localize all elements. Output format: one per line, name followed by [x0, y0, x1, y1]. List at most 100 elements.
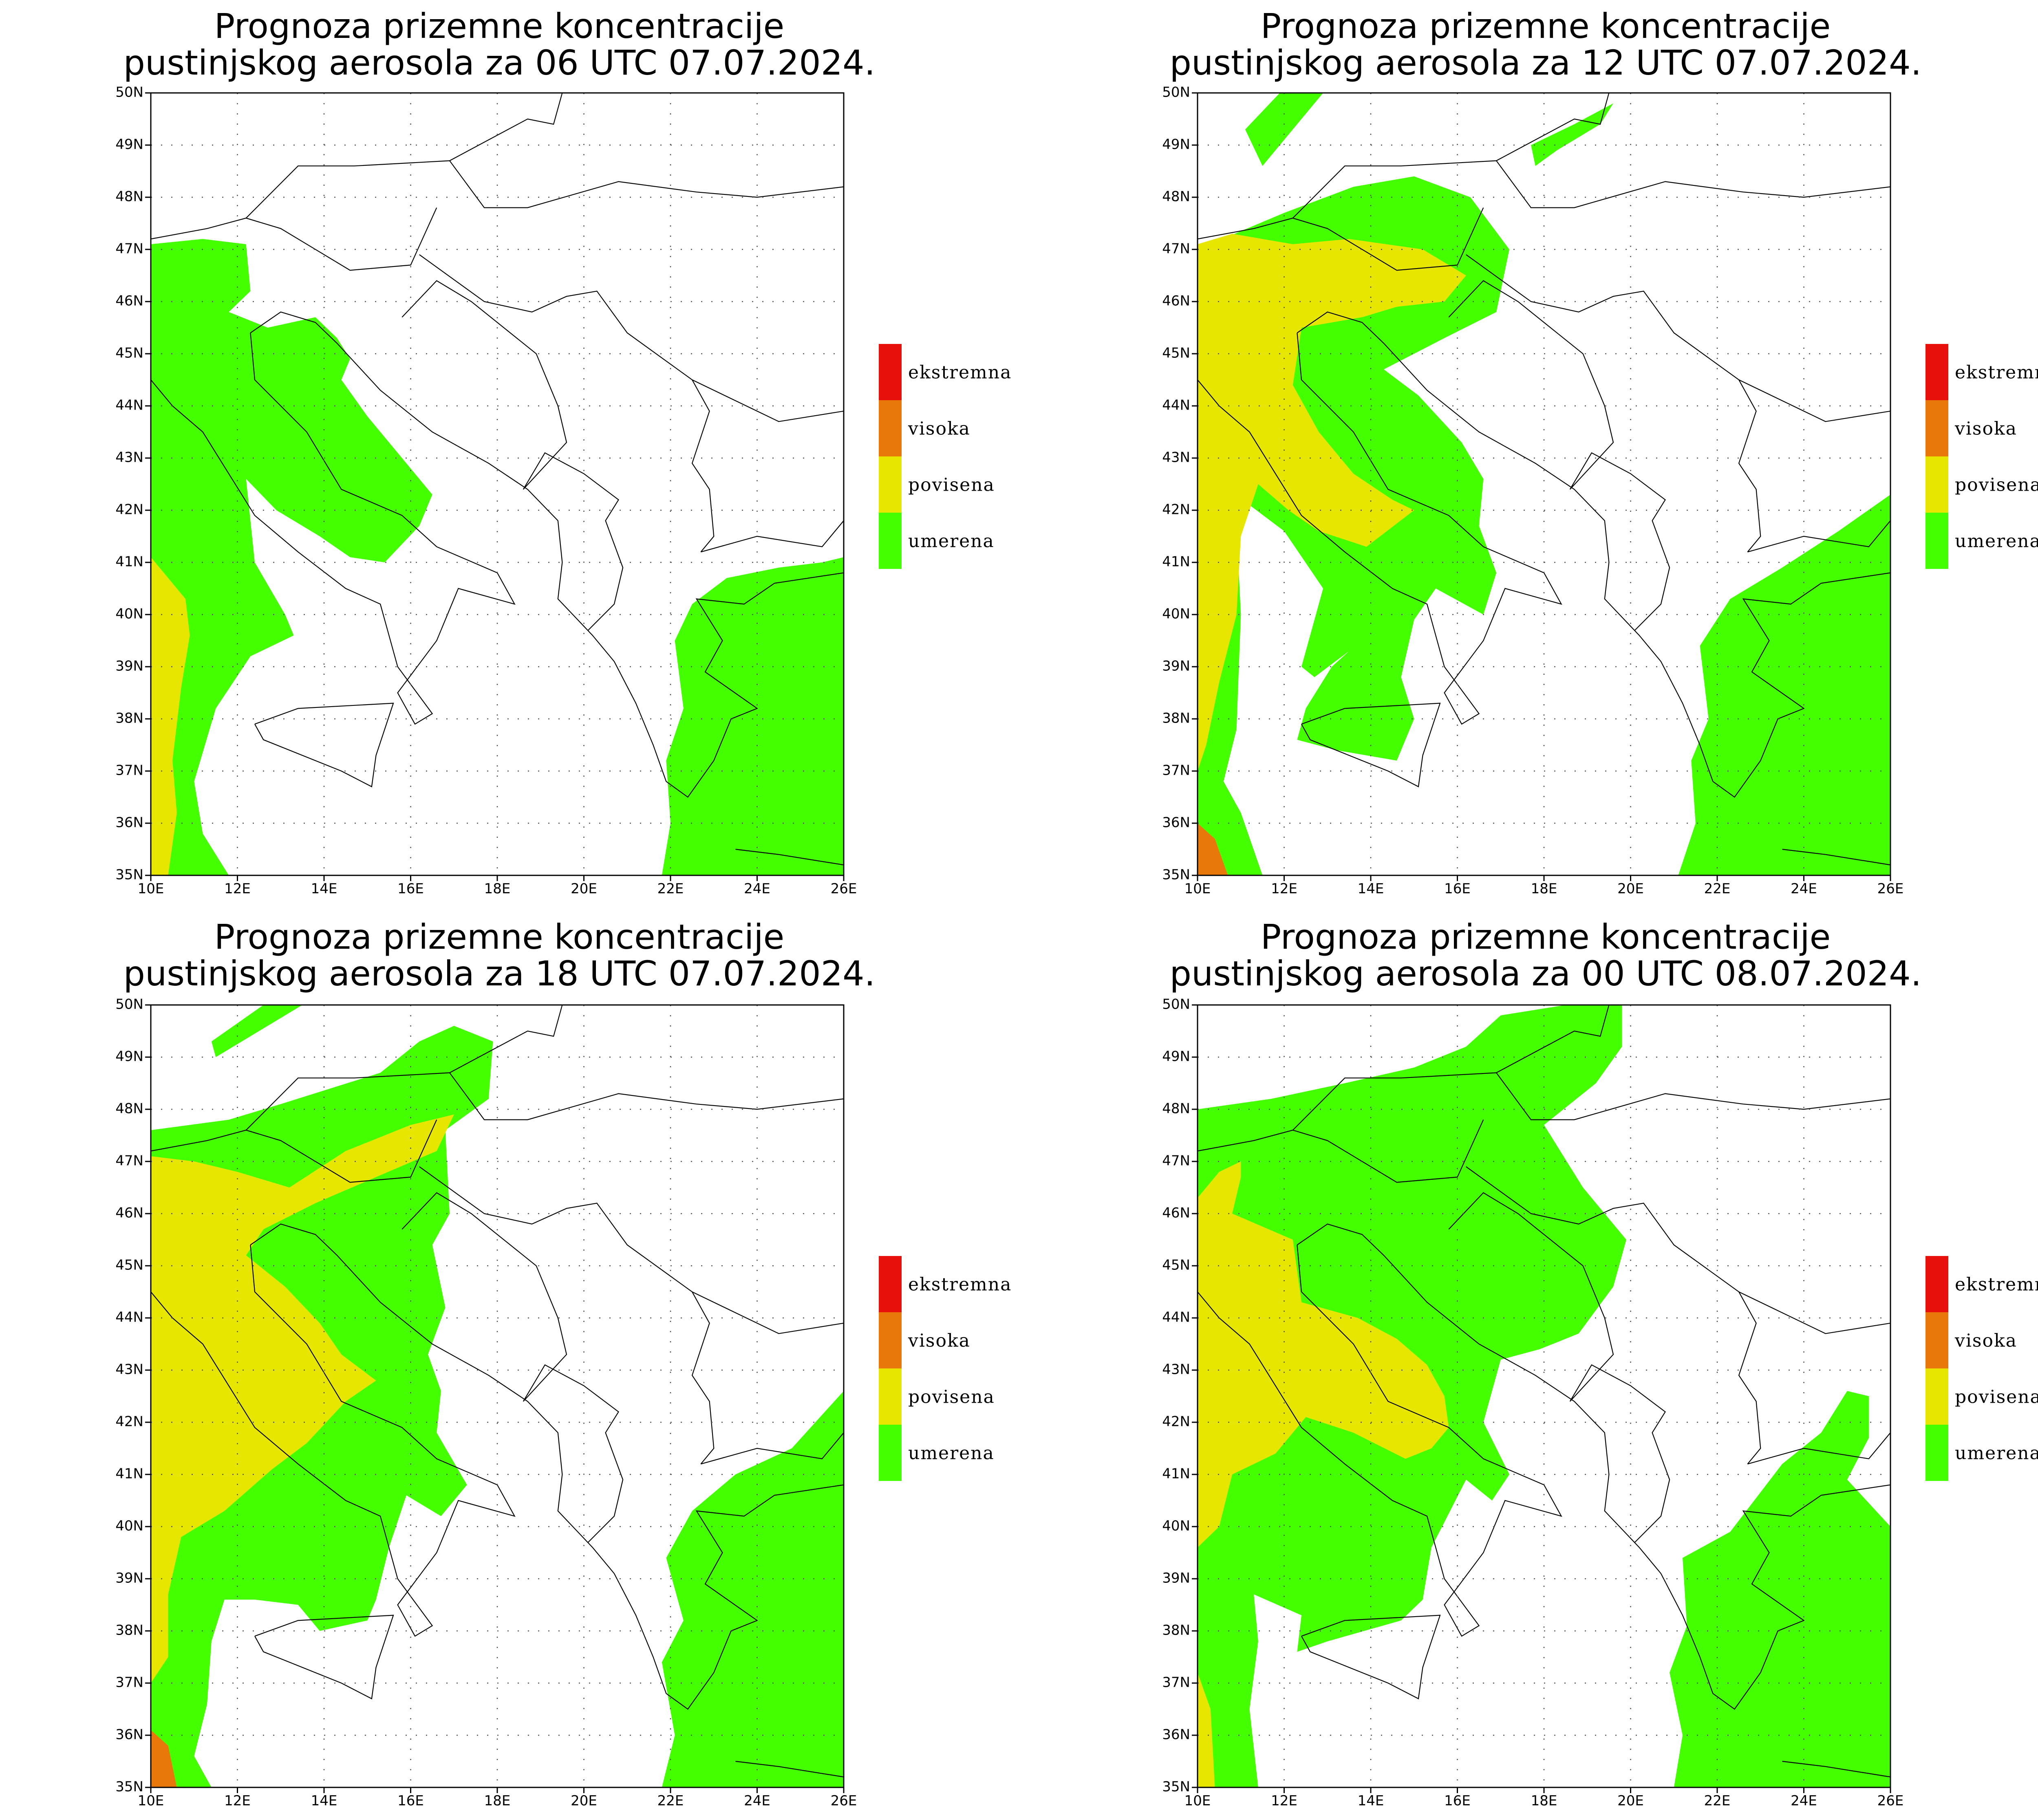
lat-tick-label: 40N: [1162, 1518, 1190, 1534]
lat-tick-label: 50N: [115, 84, 143, 101]
lat-tick-label: 39N: [115, 658, 143, 674]
lat-tick-label: 43N: [115, 449, 143, 466]
lat-tick-label: 39N: [1162, 658, 1190, 674]
map-plot-area: [151, 93, 844, 875]
legend-label: umerena: [908, 1443, 995, 1464]
lon-tick-label: 12E: [1271, 1793, 1297, 1809]
lat-tick-label: 37N: [1162, 1675, 1190, 1691]
lat-tick-label: 46N: [1162, 293, 1190, 309]
lon-tick-label: 22E: [1704, 1793, 1731, 1809]
forecast-map-panel: Prognoza prizemne koncentracijepustinjsk…: [115, 6, 1011, 897]
lon-tick-label: 12E: [224, 1793, 251, 1809]
map-title-line1: Prognoza prizemne koncentracije: [1261, 6, 1831, 46]
legend-swatch: [879, 513, 902, 569]
border-line: [1198, 333, 1562, 725]
border-line: [1496, 1072, 1890, 1120]
lon-tick-label: 20E: [1617, 1793, 1644, 1809]
legend-swatch: [1926, 513, 1948, 569]
map-title-line1: Prognoza prizemne koncentracije: [214, 917, 785, 957]
legend-swatch: [879, 1368, 902, 1425]
lat-tick-label: 39N: [115, 1570, 143, 1586]
map-title-line1: Prognoza prizemne koncentracije: [214, 6, 785, 46]
lat-tick-label: 42N: [1162, 1414, 1190, 1430]
legend: ekstremna visoka povisena umerena: [879, 1256, 1012, 1481]
lon-tick-label: 22E: [657, 1793, 684, 1809]
lon-tick-label: 24E: [1791, 881, 1817, 897]
lat-tick-label: 44N: [1162, 1309, 1190, 1326]
border-line: [419, 254, 715, 553]
lat-tick-label: 49N: [1162, 137, 1190, 153]
aerosol-area: [151, 1114, 454, 1683]
border-line: [449, 160, 844, 208]
border-line: [250, 311, 844, 798]
lon-tick-label: 26E: [831, 881, 857, 897]
lat-tick-label: 38N: [1162, 1622, 1190, 1639]
legend-label: ekstremna: [1955, 362, 2038, 383]
aerosol-area: [1198, 823, 1228, 875]
border-line: [735, 1761, 844, 1778]
lon-tick-label: 20E: [1617, 881, 1644, 897]
border-line: [1198, 207, 1484, 271]
legend-swatch: [1926, 1425, 1948, 1481]
border-line: [1301, 703, 1441, 788]
lat-tick-label: 50N: [1162, 996, 1190, 1013]
legend-label: umerena: [1955, 531, 2038, 552]
legend-swatch: [879, 1425, 902, 1481]
border-line: [1782, 848, 1890, 866]
lat-tick-label: 40N: [115, 1518, 143, 1534]
lat-tick-label: 42N: [115, 1414, 143, 1430]
lat-tick-label: 40N: [1162, 606, 1190, 622]
lon-tick-label: 24E: [744, 1793, 770, 1809]
lon-tick-label: 22E: [1704, 881, 1731, 897]
legend-label: visoka: [1954, 1331, 2017, 1351]
lon-tick-label: 18E: [1531, 881, 1557, 897]
map-title-line2: pustinjskog aerosola za 00 UTC 08.07.202…: [1170, 954, 1922, 994]
aerosol-area: [662, 1391, 844, 1787]
aerosol-area: [1198, 1161, 1449, 1548]
border-line: [1782, 1761, 1890, 1778]
border-line: [401, 280, 624, 631]
legend-label: ekstremna: [908, 1274, 1012, 1295]
aerosol-area: [151, 557, 190, 875]
lat-tick-label: 49N: [115, 137, 143, 153]
lat-tick-label: 41N: [115, 554, 143, 570]
lat-tick-label: 49N: [115, 1049, 143, 1065]
lat-tick-label: 45N: [1162, 1257, 1190, 1274]
legend-swatch: [879, 456, 902, 513]
lat-tick-label: 38N: [115, 1622, 143, 1639]
lat-tick-label: 35N: [115, 867, 143, 883]
lon-tick-label: 20E: [571, 1793, 597, 1809]
lat-tick-label: 44N: [115, 1309, 143, 1326]
lat-tick-label: 37N: [115, 762, 143, 779]
aerosol-area: [151, 239, 432, 875]
lat-tick-label: 35N: [1162, 1779, 1190, 1795]
border-line: [1198, 1119, 1484, 1183]
forecast-map-panel: Prognoza prizemne koncentracijepustinjsk…: [1162, 917, 2038, 1809]
border-line: [151, 333, 516, 725]
lat-tick-label: 41N: [1162, 554, 1190, 570]
lon-tick-label: 10E: [1184, 1793, 1211, 1809]
legend-label: umerena: [1955, 1443, 2038, 1464]
lat-tick-label: 41N: [115, 1466, 143, 1482]
lon-tick-label: 18E: [484, 1793, 511, 1809]
aerosol-area: [1678, 494, 1890, 875]
lat-tick-label: 43N: [1162, 1362, 1190, 1378]
lon-tick-label: 14E: [1358, 1793, 1384, 1809]
legend-label: ekstremna: [1955, 1274, 2038, 1295]
map-title-line2: pustinjskog aerosola za 06 UTC 07.07.202…: [124, 43, 876, 83]
lat-tick-label: 47N: [1162, 1153, 1190, 1169]
legend: ekstremna visoka povisena umerena: [1926, 1256, 2038, 1481]
lat-tick-label: 37N: [1162, 762, 1190, 779]
lat-tick-label: 36N: [1162, 815, 1190, 831]
aerosol-area: [1245, 93, 1323, 166]
lat-tick-label: 36N: [1162, 1727, 1190, 1743]
lat-tick-label: 48N: [115, 1101, 143, 1117]
legend-swatch: [879, 1312, 902, 1368]
map-plot-area: [1198, 93, 1890, 875]
legend-label: povisena: [1955, 475, 2038, 496]
lat-tick-label: 48N: [1162, 1101, 1190, 1117]
lon-tick-label: 22E: [657, 881, 684, 897]
lon-tick-label: 24E: [744, 881, 770, 897]
border-line: [1448, 280, 1670, 631]
